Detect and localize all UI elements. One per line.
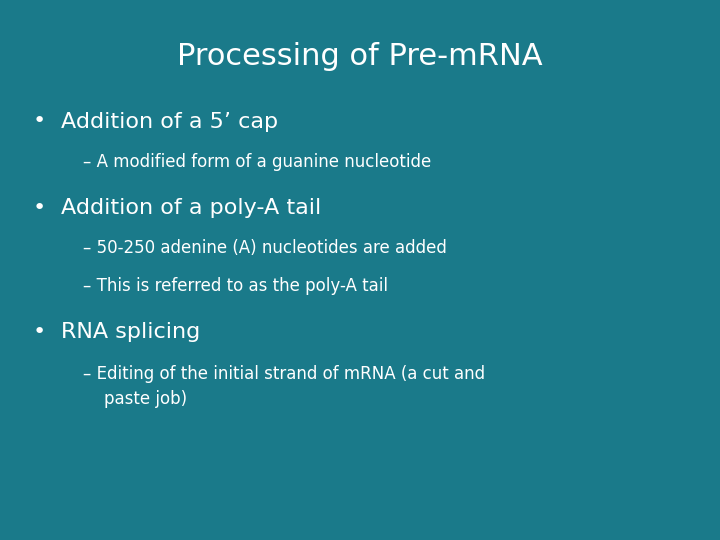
Text: – A modified form of a guanine nucleotide: – A modified form of a guanine nucleotid… bbox=[83, 153, 431, 171]
Text: Addition of a poly-A tail: Addition of a poly-A tail bbox=[61, 198, 321, 218]
Text: – This is referred to as the poly-A tail: – This is referred to as the poly-A tail bbox=[83, 277, 388, 295]
Text: RNA splicing: RNA splicing bbox=[61, 322, 200, 342]
Text: Addition of a 5’ cap: Addition of a 5’ cap bbox=[61, 111, 279, 132]
Text: Processing of Pre-mRNA: Processing of Pre-mRNA bbox=[177, 42, 543, 71]
Text: – Editing of the initial strand of mRNA (a cut and
    paste job): – Editing of the initial strand of mRNA … bbox=[83, 364, 485, 408]
Text: •: • bbox=[32, 198, 45, 218]
Text: – 50-250 adenine (A) nucleotides are added: – 50-250 adenine (A) nucleotides are add… bbox=[83, 239, 446, 258]
Text: •: • bbox=[32, 322, 45, 342]
Text: •: • bbox=[32, 111, 45, 132]
